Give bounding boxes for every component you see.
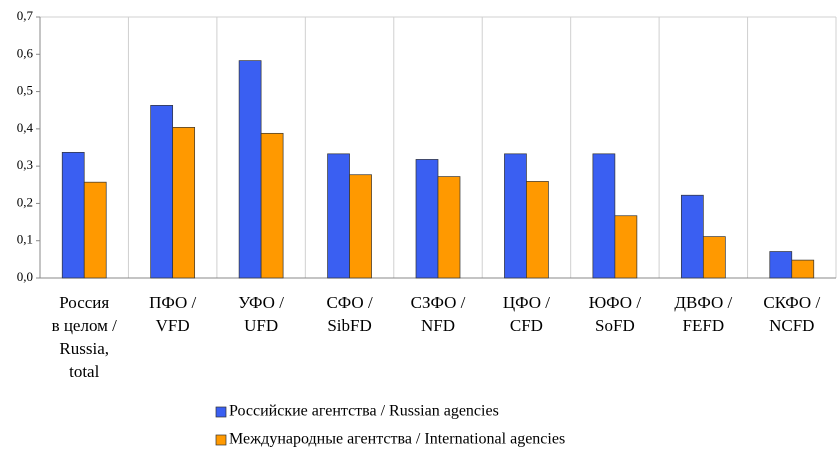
bar [680,194,704,279]
bar [415,159,439,279]
x-tick-label: VFD [156,316,190,335]
x-tick-label: ПФО / [149,293,196,312]
y-tick-label: 0,2 [17,194,33,209]
bar [61,151,85,279]
bar [504,153,527,279]
bar [526,181,549,279]
x-tick-label: NFD [421,316,455,335]
y-tick-label: 0,5 [17,83,33,98]
bar [260,132,284,279]
bar [437,176,461,279]
x-tick-label: SoFD [595,316,635,335]
x-tick-label: ЮФО / [589,293,642,312]
x-tick-label: Russia, [59,339,109,358]
bar [592,153,616,279]
bar [769,251,793,279]
bar [327,153,350,279]
bar [791,259,815,279]
y-tick-label: 0,4 [17,120,34,135]
y-tick-label: 0,3 [17,157,33,172]
x-tick-label: СКФО / [763,293,820,312]
x-tick-label: SibFD [327,316,371,335]
y-tick-label: 0,0 [17,269,33,284]
legend-label: Международные агентства / International … [229,431,565,448]
bar [150,105,174,279]
x-tick-label: Россия [59,293,109,312]
x-tick-label: в целом / [52,316,118,335]
x-tick-label: СФО / [326,293,373,312]
bar [702,236,726,279]
legend-swatch [215,406,227,418]
legend-swatch [215,434,227,446]
y-tick-label: 0,6 [17,45,34,60]
bar [172,127,196,279]
x-tick-label: UFD [244,316,278,335]
bar [614,215,638,279]
x-tick-label: total [69,362,99,381]
bar [238,60,262,279]
y-tick-label: 0,1 [17,232,33,247]
x-tick-label: CFD [510,316,543,335]
x-tick-label: NCFD [769,316,814,335]
bar [349,174,372,279]
y-tick-label: 0,7 [17,8,34,23]
x-tick-label: FEFD [683,316,725,335]
x-tick-label: ЦФО / [503,293,550,312]
x-tick-label: СЗФО / [411,293,466,312]
bar [83,181,107,279]
x-tick-label: ДВФО / [674,293,732,312]
legend-label: Российские агентства / Russian agencies [229,403,499,420]
x-tick-label: УФО / [238,293,284,312]
